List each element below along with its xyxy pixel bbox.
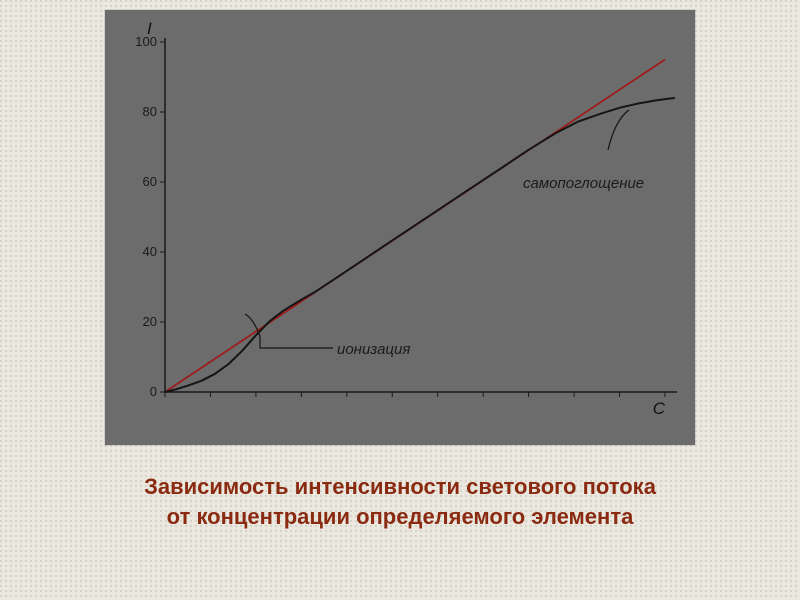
chart-svg: 020406080100IC ионизациясамопоглощение <box>105 10 695 445</box>
caption: Зависимость интенсивности светового пото… <box>0 472 800 531</box>
svg-text:I: I <box>147 19 152 38</box>
svg-text:C: C <box>653 399 666 418</box>
svg-text:20: 20 <box>143 314 157 329</box>
svg-text:60: 60 <box>143 174 157 189</box>
svg-text:самопоглощение: самопоглощение <box>523 175 644 192</box>
chart-panel: 020406080100IC ионизациясамопоглощение <box>105 10 695 445</box>
svg-text:0: 0 <box>150 384 157 399</box>
svg-text:80: 80 <box>143 104 157 119</box>
caption-line-1: Зависимость интенсивности светового пото… <box>144 474 656 499</box>
svg-text:40: 40 <box>143 244 157 259</box>
caption-line-2: от концентрации определяемого элемента <box>167 504 634 529</box>
svg-text:ионизация: ионизация <box>337 341 410 358</box>
